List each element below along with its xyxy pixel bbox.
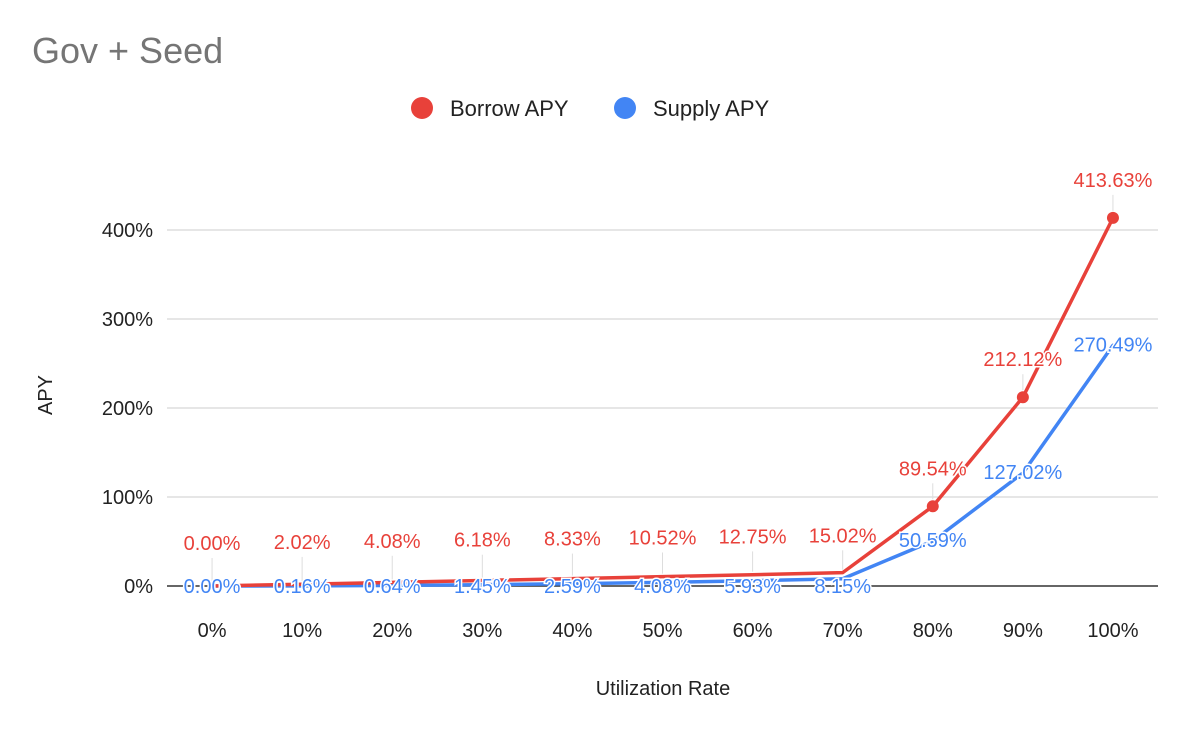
x-tick-label: 50% [642, 620, 682, 642]
x-tick-label: 100% [1087, 620, 1138, 642]
borrow-apy-data-label: 12.75% [719, 526, 787, 548]
supply-apy-data-label: 0.16% [274, 576, 331, 598]
y-tick-label: 100% [102, 487, 153, 509]
borrow-apy-data-label: 4.08% [364, 531, 421, 553]
data-labels-layer: 0.00% 2.02% 4.08% 6.18% 8.33% 10.52% 12.75% 15.… [182, 168, 1154, 599]
supply-apy-data-label: 50.59% [899, 530, 967, 552]
y-tick-label: 0% [124, 576, 153, 598]
supply-apy-data-label: 5.93% [724, 576, 781, 598]
borrow-apy-point [926, 500, 939, 513]
borrow-apy-data-label: 89.54% [899, 458, 967, 480]
supply-apy-data-label: 8.15% [814, 576, 871, 598]
y-tick-label: 300% [102, 309, 153, 331]
borrow-apy-line [210, 216, 1115, 588]
gridlines [167, 229, 1158, 587]
x-tick-label: 40% [552, 620, 592, 642]
legend-marker-supply [614, 97, 636, 119]
legend: Borrow APY Supply APY [411, 96, 770, 121]
y-tick-label: 200% [102, 398, 153, 420]
legend-label-supply: Supply APY [653, 96, 770, 121]
supply-apy-data-label: 1.45% [454, 576, 511, 598]
x-tick-label: 70% [823, 620, 863, 642]
y-axis-ticks: 0% 100% 200% 300% 400% [102, 220, 153, 598]
borrow-apy-point [1016, 391, 1029, 404]
borrow-apy-data-label: 413.63% [1073, 170, 1152, 192]
borrow-apy-data-label: 8.33% [544, 529, 601, 551]
supply-apy-data-label: 4.08% [634, 576, 691, 598]
x-tick-label: 30% [462, 620, 502, 642]
chart-title: Gov + Seed [32, 30, 223, 71]
borrow-apy-data-label: 10.52% [629, 528, 697, 550]
x-axis-ticks: 0% 10% 20% 30% 40% 50% 60% 70% 80% 90% 100% [198, 620, 1139, 642]
borrow-apy-data-label: 15.02% [809, 525, 877, 547]
borrow-apy-data-label: 212.12% [983, 349, 1062, 371]
legend-label-borrow: Borrow APY [450, 96, 569, 121]
x-tick-label: 0% [198, 620, 227, 642]
series-layer [210, 211, 1119, 588]
x-tick-label: 80% [913, 620, 953, 642]
supply-apy-data-label: 2.59% [544, 576, 601, 598]
borrow-apy-point [1106, 211, 1119, 224]
supply-apy-line [210, 343, 1115, 588]
supply-apy-data-label: 0.00% [184, 576, 241, 598]
borrow-apy-data-label: 0.00% [184, 533, 241, 555]
legend-item-borrow[interactable]: Borrow APY [411, 96, 569, 121]
x-axis-title: Utilization Rate [596, 678, 731, 700]
borrow-apy-data-label: 2.02% [274, 532, 331, 554]
supply-apy-data-label: 127.02% [983, 462, 1062, 484]
supply-apy-data-label: 0.64% [364, 576, 421, 598]
legend-marker-borrow [411, 97, 433, 119]
supply-apy-data-label: 270.49% [1073, 334, 1152, 356]
x-tick-label: 20% [372, 620, 412, 642]
x-tick-label: 60% [733, 620, 773, 642]
x-tick-label: 10% [282, 620, 322, 642]
legend-item-supply[interactable]: Supply APY [614, 96, 770, 121]
y-tick-label: 400% [102, 220, 153, 242]
x-tick-label: 90% [1003, 620, 1043, 642]
y-axis-title: APY [35, 375, 57, 415]
borrow-apy-data-label: 6.18% [454, 530, 511, 552]
